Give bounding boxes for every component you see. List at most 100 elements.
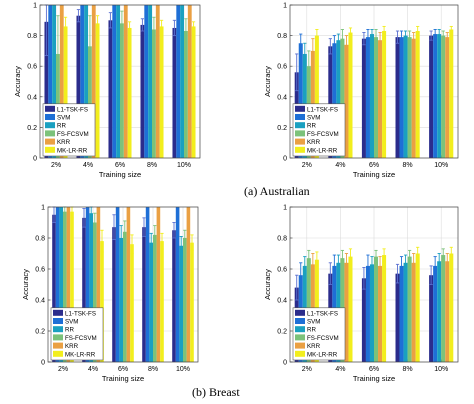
x-tick-label: 4% [88,366,98,373]
legend-label: L1-TSK-FS [57,106,88,113]
bar [340,38,345,158]
bar [70,211,74,362]
bar [156,207,161,362]
bar [369,34,374,158]
bar [344,44,349,158]
legend-label: FS-FCSVM [57,131,89,138]
bar [449,253,454,362]
y-tick-label: 0.6 [277,64,287,71]
bar [116,5,120,158]
bar [445,261,450,362]
bar [172,230,176,362]
legend-label: MK-LR-RR [65,351,96,358]
x-axis-label: Training size [353,374,395,383]
bar [374,37,379,158]
legend-label: RR [307,123,316,130]
legend-label: RR [307,327,316,334]
bar [429,35,434,158]
bar [59,5,64,158]
legend-swatch [53,326,63,333]
bar [449,29,454,159]
bar [55,207,60,362]
bar [441,255,446,362]
y-tick-label: 0.4 [27,94,37,101]
x-tick-label: 2% [51,162,61,169]
bar [140,24,145,158]
bar [123,5,128,158]
bar [93,222,97,362]
bar [52,5,56,158]
legend-swatch [295,114,305,120]
bar [361,38,366,158]
legend-swatch [45,105,55,112]
bar [175,207,180,362]
bar [179,245,183,362]
bar [361,278,366,362]
bar [395,273,400,362]
y-tick-label: 0.8 [27,33,37,40]
legend-swatch [295,342,305,349]
bar [52,214,56,362]
bar [142,227,146,362]
bar [186,207,191,362]
legend-swatch [45,138,55,145]
bar [96,207,101,362]
legend-swatch [45,114,55,120]
y-tick-label: 0.8 [35,236,45,243]
x-tick-label: 8% [148,366,158,373]
bar [445,37,450,158]
chart-australian-left: 0 0.2 0.4 0.6 0.8 1 2% 4% 6% 8% 10% Training size Ac… [13,3,201,179]
y-tick-label: 0.4 [277,94,287,101]
y-tick-label: 0.4 [277,298,287,305]
bar [369,264,374,362]
bar [130,244,134,362]
bar [191,26,196,159]
x-tick-label: 6% [118,366,128,373]
y-tick-label: 1 [283,205,287,212]
y-tick-label: 0.4 [35,298,45,305]
bar [441,35,446,158]
legend-swatch [295,326,305,333]
y-tick-label: 0 [283,156,287,163]
legend-label: KRR [307,139,321,146]
y-tick-label: 0.6 [277,267,287,274]
x-tick-label: 10% [434,162,448,169]
y-tick-label: 0.6 [27,64,37,71]
y-tick-label: 0 [41,360,45,367]
bar [155,5,160,158]
bar [85,207,90,362]
legend-swatch [45,122,55,129]
bar [80,5,85,158]
bar [395,37,400,158]
bar [374,256,379,362]
legend-swatch [53,318,63,324]
legend-label: KRR [65,343,79,350]
bar [298,43,303,158]
y-tick-label: 0.2 [27,125,37,132]
bar [314,35,319,158]
bar [59,207,63,362]
x-tick-label: 10% [434,366,448,373]
bar [63,211,67,362]
bar [44,21,49,158]
legend-swatch [53,342,63,349]
chart-australian-right: 0 0.2 0.4 0.6 0.8 1 2% 4% 6% 8% 10% Training size Ac… [263,3,459,179]
y-tick-label: 0.2 [277,125,287,132]
bar [180,5,184,158]
bar [148,5,152,158]
bar [89,213,93,362]
bar [144,5,149,158]
bar [152,29,156,159]
legend-label: L1-TSK-FS [307,310,338,317]
bar [399,37,404,158]
bar [159,26,164,159]
bar [63,26,68,159]
bar [115,207,120,362]
bar [429,275,434,362]
bar [112,227,116,362]
y-tick-label: 1 [283,3,287,10]
bar [378,40,383,158]
bar [123,231,127,362]
y-tick-label: 0.2 [35,329,45,336]
bar [365,37,370,158]
